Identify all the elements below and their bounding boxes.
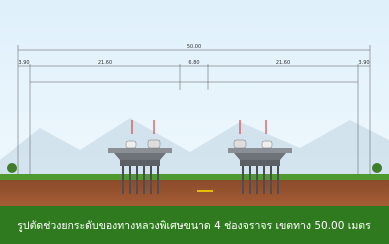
- dimension-right-half: 21.60: [276, 60, 290, 66]
- soil: [0, 180, 389, 206]
- median-drain: [197, 190, 213, 192]
- page: {"diagram": { "dimensions": {"total": "5…: [0, 0, 389, 244]
- dimension-median: 6.80: [188, 60, 199, 66]
- caption: รูปตัดช่วงยกระดับของทางหลวงพิเศษขนาด 4 ช…: [17, 220, 371, 232]
- grass: [0, 174, 389, 180]
- dimension-total: 50.00: [187, 44, 201, 50]
- dimension-left-edge: 3.90: [18, 60, 29, 66]
- dimension-left-half: 21.60: [98, 60, 112, 66]
- dimension-right-edge: 3.90: [358, 60, 369, 66]
- cross-section-diagram: 50.00 21.60 6.80 21.60 3.90 3.90: [0, 0, 389, 244]
